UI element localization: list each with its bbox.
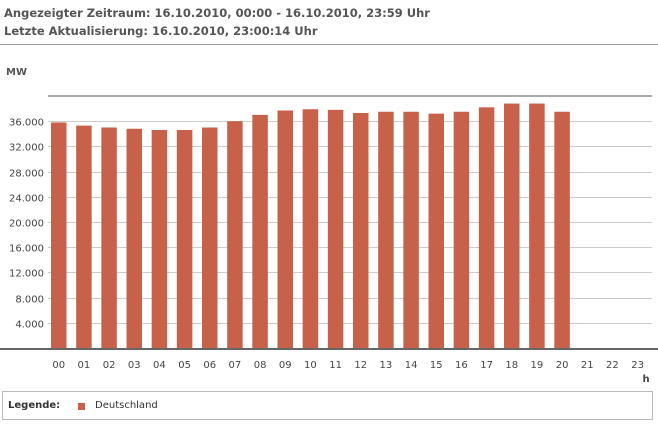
- bar: [403, 111, 419, 348]
- legend-title: Legende:: [8, 400, 61, 411]
- x-tick-label: 12: [354, 360, 367, 371]
- chart-header: Angezeigter Zeitraum: 16.10.2010, 00:00 …: [4, 4, 430, 40]
- y-tick-label: 36.000: [9, 118, 44, 129]
- x-axis-label: h: [642, 374, 649, 385]
- legend-label-deutschland: Deutschland: [95, 400, 158, 411]
- header-divider: [0, 44, 658, 45]
- y-tick-label: 16.000: [9, 244, 44, 255]
- bar: [101, 127, 117, 348]
- y-tick-label: 8.000: [15, 295, 44, 306]
- bar: [327, 109, 344, 348]
- x-tick-label: 16: [455, 360, 468, 371]
- bar: [353, 113, 369, 348]
- x-tick-label: 14: [405, 360, 418, 371]
- x-tick-label: 18: [505, 360, 518, 371]
- x-tick-label: 20: [556, 360, 569, 371]
- bar: [504, 103, 520, 348]
- x-tick-label: 09: [279, 360, 292, 371]
- legend-swatch-deutschland: [78, 403, 85, 410]
- y-tick-label: 32.000: [9, 143, 44, 154]
- update-text: Letzte Aktualisierung: 16.10.2010, 23:00…: [4, 24, 318, 38]
- x-tick-label: 23: [631, 360, 644, 371]
- x-tick-label: 02: [103, 360, 116, 371]
- bar: [302, 109, 319, 348]
- x-axis-line: [0, 348, 658, 350]
- x-tick-label: 05: [178, 360, 191, 371]
- bar: [227, 121, 243, 348]
- y-tick-label: 12.000: [9, 269, 44, 280]
- y-tick-label: 4.000: [15, 320, 44, 331]
- tick-labels: 4.000 8.000 12.000 16.000 20.000 24.000 28.000…: [6, 67, 650, 385]
- x-tick-label: 19: [531, 360, 544, 371]
- x-tick-label: 15: [430, 360, 443, 371]
- bar: [478, 107, 495, 348]
- bar: [378, 111, 394, 348]
- y-axis-label: MW: [6, 67, 27, 78]
- bar: [529, 103, 545, 348]
- bar: [76, 125, 92, 348]
- x-tick-label: 11: [329, 360, 342, 371]
- x-tick-label: 08: [254, 360, 267, 371]
- bar: [202, 127, 218, 348]
- y-tick-label: 28.000: [9, 169, 44, 180]
- x-tick-label: 04: [153, 360, 166, 371]
- bar: [151, 130, 168, 348]
- bar: [453, 111, 470, 348]
- x-tick-label: 06: [203, 360, 216, 371]
- x-tick-label: 22: [606, 360, 619, 371]
- legend: Legende: Deutschland: [2, 391, 653, 420]
- y-tick-label: 24.000: [9, 194, 44, 205]
- bar: [554, 111, 570, 348]
- x-tick-label: 17: [480, 360, 493, 371]
- period-text: Angezeigter Zeitraum: 16.10.2010, 00:00 …: [4, 6, 430, 20]
- bar: [51, 122, 67, 349]
- x-tick-label: 01: [78, 360, 91, 371]
- x-tick-label: 00: [52, 360, 65, 371]
- x-tick-label: 10: [304, 360, 317, 371]
- bar: [252, 114, 268, 349]
- x-tick-label: 07: [229, 360, 242, 371]
- bar: [428, 113, 444, 348]
- x-tick-label: 21: [581, 360, 594, 371]
- y-tick-label: 20.000: [9, 219, 44, 230]
- axes: [0, 95, 658, 350]
- bar: [176, 130, 193, 348]
- bar: [277, 110, 293, 349]
- gridlines: [48, 121, 652, 324]
- x-tick-label: 03: [128, 360, 141, 371]
- bar: [126, 128, 142, 348]
- x-tick-label: 13: [380, 360, 393, 371]
- bars: [51, 103, 570, 349]
